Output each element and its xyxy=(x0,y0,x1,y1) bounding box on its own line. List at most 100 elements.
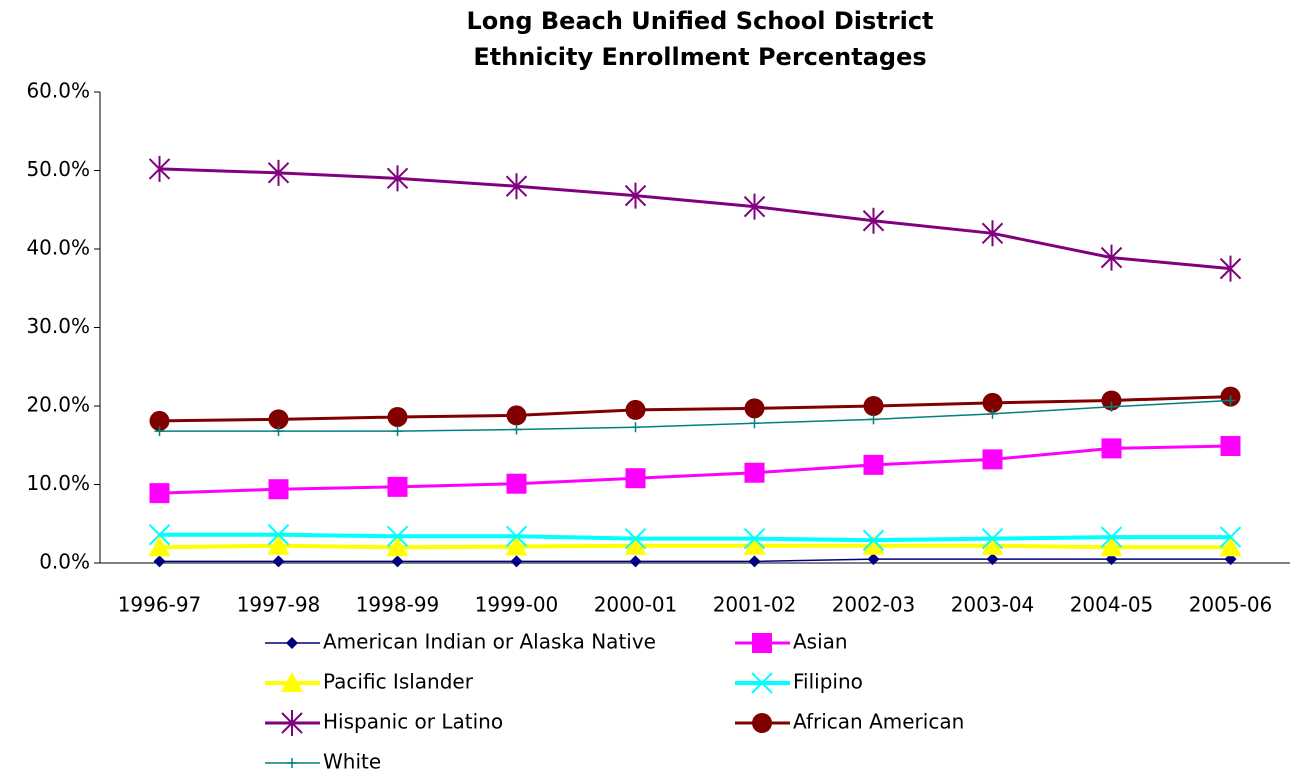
data-point xyxy=(744,398,765,419)
data-point xyxy=(149,410,170,431)
chart-title: Long Beach Unified School District xyxy=(466,7,933,35)
data-point xyxy=(1219,526,1242,548)
data-point xyxy=(1219,536,1242,557)
legend-label: American Indian or Alaska Native xyxy=(323,630,656,654)
series-line xyxy=(159,399,1231,432)
legend-label: Pacific Islander xyxy=(323,670,474,694)
x-tick-label: 2004-05 xyxy=(1070,593,1154,617)
data-point xyxy=(981,527,1004,550)
y-tick-label: 60.0% xyxy=(26,79,90,103)
data-point xyxy=(386,165,409,192)
x-tick-label: 2000-01 xyxy=(594,593,678,617)
data-point xyxy=(625,468,646,489)
data-point xyxy=(624,182,647,209)
data-point xyxy=(863,396,884,416)
legend-marker xyxy=(287,758,297,768)
data-point xyxy=(153,555,166,568)
y-tick-label: 40.0% xyxy=(26,236,90,260)
data-point xyxy=(511,424,522,435)
y-tick-label: 0.0% xyxy=(39,550,90,574)
data-point xyxy=(387,406,408,427)
data-point xyxy=(982,449,1003,470)
legend-label: African American xyxy=(793,710,964,734)
chart-title: Ethnicity Enrollment Percentages xyxy=(473,43,926,71)
data-point xyxy=(386,536,409,557)
x-tick-label: 2001-02 xyxy=(713,593,797,617)
data-point xyxy=(862,534,885,555)
legend-marker xyxy=(286,637,298,649)
y-tick-label: 50.0% xyxy=(26,157,90,181)
data-point xyxy=(273,426,284,437)
data-point xyxy=(629,555,642,568)
x-tick-label: 1999-00 xyxy=(475,593,559,617)
data-point xyxy=(987,408,998,419)
data-point xyxy=(1100,526,1123,548)
x-tick-label: 2003-04 xyxy=(951,593,1035,617)
data-point xyxy=(387,476,408,497)
legend-label: Asian xyxy=(793,630,848,654)
legend-label: Filipino xyxy=(793,670,863,694)
data-point xyxy=(267,534,290,555)
legend-marker xyxy=(752,633,772,653)
data-point xyxy=(392,426,403,437)
data-point xyxy=(505,535,528,556)
legend-label: Hispanic or Latino xyxy=(323,710,503,734)
data-point xyxy=(1101,390,1122,411)
legend-marker xyxy=(281,710,303,736)
legend-marker xyxy=(751,672,773,694)
data-point xyxy=(268,479,289,500)
data-point xyxy=(624,527,647,550)
data-point xyxy=(386,525,409,548)
data-point xyxy=(743,527,766,550)
y-tick-label: 10.0% xyxy=(26,471,90,495)
data-point xyxy=(1225,395,1236,406)
data-point xyxy=(391,555,404,568)
data-point xyxy=(154,426,165,437)
legend-marker xyxy=(752,713,772,733)
data-point xyxy=(868,414,879,425)
x-tick-label: 1996-97 xyxy=(118,593,202,617)
series-line xyxy=(159,543,1231,550)
data-point xyxy=(867,553,880,566)
series-line xyxy=(159,395,1231,423)
x-tick-label: 2002-03 xyxy=(832,593,916,617)
data-point xyxy=(1101,438,1122,459)
data-point xyxy=(625,399,646,420)
data-point xyxy=(986,553,999,566)
data-point xyxy=(1100,244,1123,271)
data-point xyxy=(862,207,885,234)
data-point xyxy=(148,155,171,182)
data-point xyxy=(149,483,170,504)
data-point xyxy=(981,220,1004,247)
data-point xyxy=(749,418,760,429)
data-point xyxy=(505,525,528,548)
data-point xyxy=(1220,436,1241,457)
series-line xyxy=(159,532,1231,543)
data-point xyxy=(862,529,885,551)
data-point xyxy=(1100,536,1123,557)
data-point xyxy=(863,454,884,475)
series-line xyxy=(159,167,1231,271)
data-point xyxy=(272,555,285,568)
data-point xyxy=(1106,401,1117,412)
y-tick-label: 30.0% xyxy=(26,314,90,338)
data-point xyxy=(506,405,527,426)
data-point xyxy=(982,392,1003,413)
data-point xyxy=(148,536,171,557)
data-point xyxy=(267,524,290,546)
data-point xyxy=(506,473,527,494)
data-point xyxy=(981,534,1004,555)
x-tick-label: 1997-98 xyxy=(237,593,321,617)
data-point xyxy=(748,555,761,568)
data-point xyxy=(624,534,647,555)
data-point xyxy=(1219,255,1242,282)
data-point xyxy=(630,422,641,433)
data-point xyxy=(267,159,290,186)
data-point xyxy=(743,534,766,555)
x-tick-label: 2005-06 xyxy=(1189,593,1273,617)
data-point xyxy=(744,462,765,483)
legend-label: White xyxy=(323,750,381,774)
data-point xyxy=(510,555,523,568)
series-line xyxy=(159,558,1231,563)
data-point xyxy=(268,409,289,430)
